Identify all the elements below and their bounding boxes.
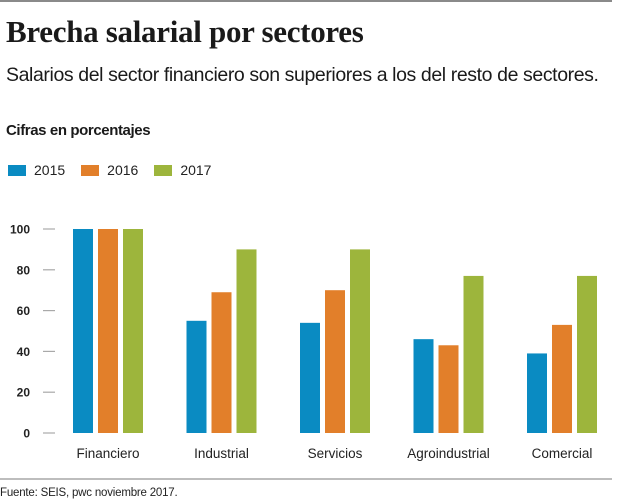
bar-industrial-2016 (211, 292, 232, 433)
legend-label-2017: 2017 (180, 162, 212, 178)
footer-rule (0, 478, 612, 480)
bar-financiero-2016 (98, 229, 118, 433)
y-tick-label: 100 (10, 223, 30, 237)
legend-label-2016: 2016 (107, 162, 139, 178)
legend-swatch-2015 (8, 164, 26, 176)
y-tick-label: 40 (17, 345, 31, 359)
source-note: Fuente: SEIS, pwc noviembre 2017. (0, 487, 178, 499)
x-tick-label: Agroindustrial (407, 446, 490, 461)
legend-swatch-2017 (154, 164, 173, 176)
bar-industrial-2015 (186, 320, 207, 433)
legend: 2015 2016 2017 (8, 162, 227, 178)
bar-servicios-2016 (325, 290, 345, 433)
x-tick-label: Servicios (308, 446, 363, 461)
legend-item-2015: 2015 (8, 162, 65, 178)
y-tick-label: 80 (17, 263, 31, 277)
x-tick-label: Comercial (532, 446, 593, 461)
legend-swatch-2016 (81, 164, 100, 176)
bar-financiero-2017 (123, 229, 143, 433)
x-tick-label: Industrial (194, 446, 249, 461)
legend-item-2016: 2016 (81, 162, 138, 178)
y-tick-label: 20 (17, 386, 31, 400)
legend-label-2015: 2015 (34, 162, 66, 178)
bar-comercial-2016 (552, 324, 572, 433)
bar-agroindustrial-2016 (438, 345, 459, 433)
y-tick-label: 60 (17, 304, 31, 318)
bar-servicios-2017 (350, 249, 370, 433)
y-tick-label: 0 (23, 427, 30, 441)
bar-industrial-2017 (236, 249, 257, 433)
top-rule (0, 0, 612, 2)
unit-label: Cifras en porcentajes (6, 122, 151, 139)
chart-title: Brecha salarial por sectores (6, 14, 364, 49)
bar-servicios-2015 (300, 322, 320, 433)
bar-agroindustrial-2017 (463, 275, 484, 433)
bar-comercial-2017 (577, 275, 597, 433)
x-tick-label: Financiero (76, 446, 139, 461)
bar-comercial-2015 (527, 353, 547, 433)
chart-subtitle: Salarios del sector financiero son super… (6, 64, 599, 86)
bar-financiero-2015 (73, 229, 93, 433)
bar-agroindustrial-2015 (413, 339, 434, 433)
legend-item-2017: 2017 (154, 162, 211, 178)
